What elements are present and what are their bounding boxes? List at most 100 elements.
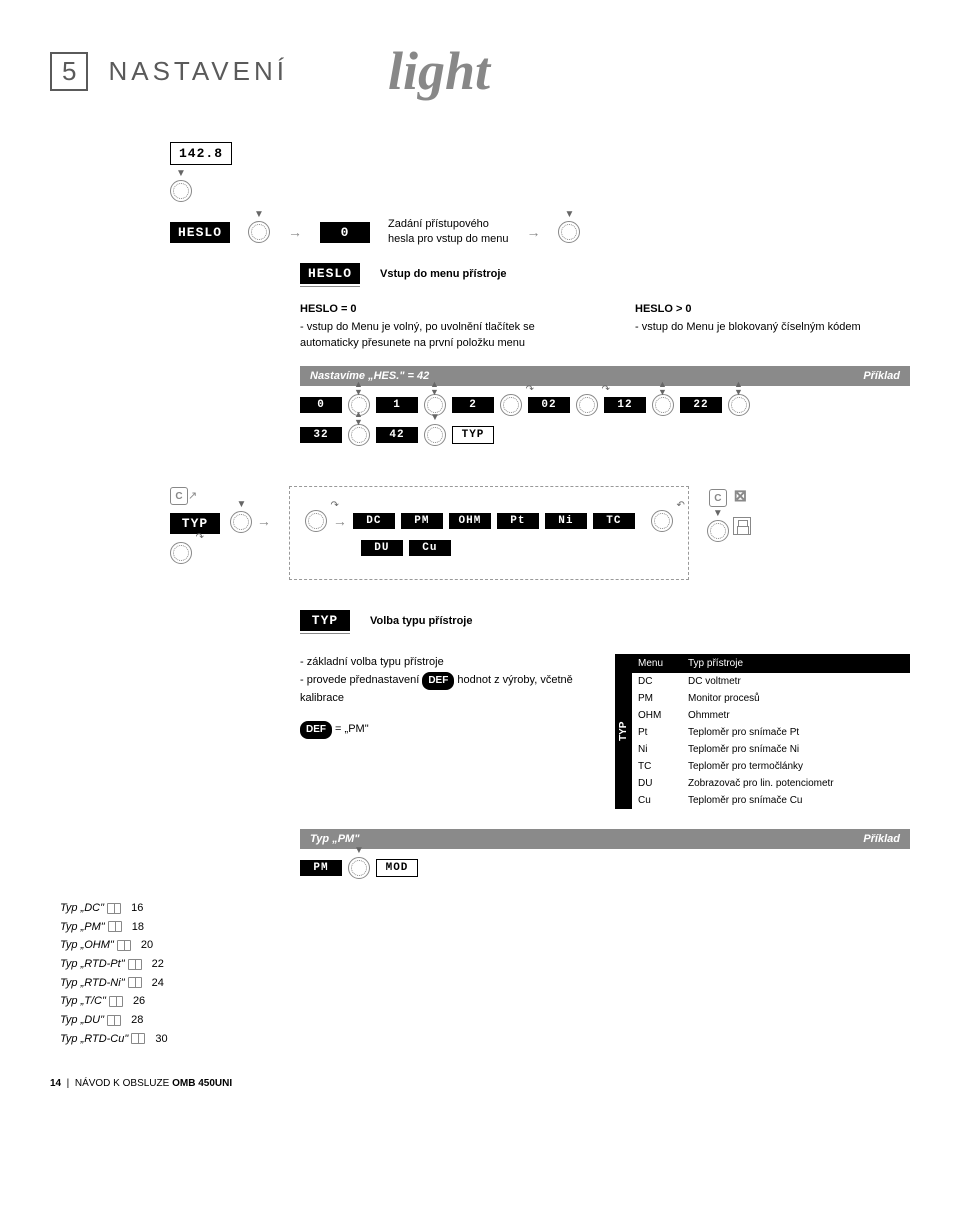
table-cell: Zobrazovač pro lin. potenciometr [682,775,910,792]
dial-icon [230,511,252,533]
example-bar-left: Typ „PM" [310,833,359,845]
table-cell: Teploměr pro termočlánky [682,758,910,775]
section-title: NASTAVENÍ [108,56,288,87]
page-number: 5 [50,52,88,91]
opt-lcd: DU [361,540,403,556]
col-right-title: HESLO > 0 [635,302,910,317]
book-icon [128,977,142,988]
ref-item: Typ „OHM" 20 [60,936,910,955]
example-bar-left: Nastavíme „HES." = 42 [310,370,429,382]
dial-icon [248,221,270,243]
seq-lcd: 1 [376,397,418,413]
table-cell: Teploměr pro snímače Ni [682,741,910,758]
table-cell: TC [632,758,682,775]
table-cell: OHM [632,707,682,724]
seq-lcd: MOD [376,859,418,877]
seq-lcd: 12 [604,397,646,413]
sequence-row-1: 0 ▲▼ 1 ▲▼ 2 ↷ 02 ↷ 12 ▲▼ 22 ▲▼ [300,394,910,416]
dial-icon [170,180,192,202]
example-bar-typ: Typ „PM" Příklad [300,829,910,849]
table-head: Typ přístroje [682,654,910,673]
dial-icon [707,520,729,542]
dial-icon [348,857,370,879]
book-icon [109,996,123,1007]
def-badge: DEF [422,672,454,690]
table-cell: DU [632,775,682,792]
dial-icon [652,394,674,416]
opt-lcd: Ni [545,513,587,529]
seq-lcd: 42 [376,427,418,443]
col-left-text: - vstup do Menu je volný, po uvolnění tl… [300,320,575,351]
opt-lcd: Pt [497,513,539,529]
seq-lcd: 0 [300,397,342,413]
seq-lcd: 32 [300,427,342,443]
arrow-right-icon: → [257,514,271,530]
page-header: 5 NASTAVENÍ light [50,40,910,102]
lcd-typ2: TYP [300,610,350,631]
type-table: TYP Menu DC PM OHM Pt Ni TC DU Cu [615,654,910,809]
dial-icon [348,424,370,446]
arrow-right-icon: → [526,224,540,240]
ref-item: Typ „RTD-Ni" 24 [60,974,910,993]
brand-logo: light [388,40,490,102]
def-value: = „PM" [332,723,369,735]
table-cell: Pt [632,724,682,741]
page-footer: 14 | NÁVOD K OBSLUZE OMB 450UNI [50,1048,910,1089]
c-icon: C [170,487,188,505]
table-cell: DC [632,673,682,690]
page-references: Typ „DC" 16 Typ „PM" 18 Typ „OHM" 20 Typ… [60,899,910,1049]
table-cell: Cu [632,792,682,809]
opt-lcd: TC [593,513,635,529]
book-icon [128,959,142,970]
lcd-main-display: 142.8 [170,142,232,165]
table-cell: Teploměr pro snímače Pt [682,724,910,741]
book-icon [117,940,131,951]
table-cell: DC voltmetr [682,673,910,690]
typ-bullet2: - provede přednastavení DEF hodnot z výr… [300,672,595,708]
ref-item: Typ „DC" 16 [60,899,910,918]
lcd-heslo2: HESLO [300,263,360,284]
table-cell: PM [632,690,682,707]
cancel-icon: ⊠ [731,486,749,504]
typ-options-box: ↷ → DC PM OHM Pt Ni TC ↶ DU Cu [289,486,689,580]
caption-line2: hesla pro vstup do menu [388,232,508,247]
footer-model: OMB 450UNI [172,1078,232,1089]
typ-section-title: Volba typu přístroje [370,614,472,629]
dial-icon [500,394,522,416]
arrow-right-icon: → [288,224,302,240]
seq-lcd: 02 [528,397,570,413]
col-right-text: - vstup do Menu je blokovaný číselným kó… [635,320,910,335]
lcd-zero: 0 [320,222,370,243]
save-icon [733,517,751,535]
table-cell: Monitor procesů [682,690,910,707]
dial-icon [305,510,327,532]
dial-icon [170,542,192,564]
table-cell: Ohmmetr [682,707,910,724]
dial-icon [728,394,750,416]
ref-item: Typ „PM" 18 [60,918,910,937]
dial-icon [651,510,673,532]
table-side-label: TYP [615,654,632,809]
opt-lcd: DC [353,513,395,529]
heslo-col-right: HESLO > 0 - vstup do Menu je blokovaný č… [635,302,910,351]
footer-text: NÁVOD K OBSLUZE [75,1078,172,1089]
typ-bullet1: - základní volba typu přístroje [300,654,595,672]
seq-lcd: 2 [452,397,494,413]
example-bar: Nastavíme „HES." = 42 Příklad [300,366,910,386]
book-icon [131,1033,145,1044]
book-icon [107,1015,121,1026]
lcd-typ: TYP [170,513,220,534]
heslo-caption: Zadání přístupového hesla pro vstup do m… [388,217,508,248]
book-icon [107,903,121,914]
heslo-col-left: HESLO = 0 - vstup do Menu je volný, po u… [300,302,575,351]
ref-item: Typ „DU" 28 [60,1011,910,1030]
table-cell: Teploměr pro snímače Cu [682,792,910,809]
opt-lcd: Cu [409,540,451,556]
table-head: Menu [632,654,682,673]
seq-lcd: 22 [680,397,722,413]
footer-page: 14 [50,1078,61,1089]
ref-item: Typ „RTD-Pt" 22 [60,955,910,974]
def-badge2: DEF [300,721,332,739]
seq-lcd: TYP [452,426,494,444]
seq-lcd: PM [300,860,342,876]
